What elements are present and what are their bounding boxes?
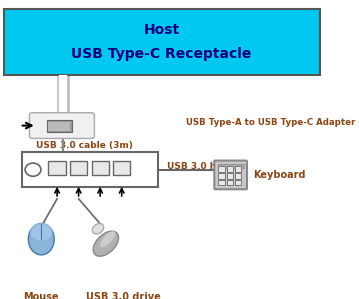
Ellipse shape (92, 223, 104, 234)
Bar (218, 173, 225, 179)
Bar (113, 161, 130, 175)
Ellipse shape (28, 224, 54, 255)
Bar (227, 166, 233, 172)
Bar (227, 180, 233, 185)
Bar (22, 152, 158, 187)
Bar (4, 9, 320, 75)
Bar (227, 173, 233, 179)
Bar (70, 161, 87, 175)
FancyBboxPatch shape (29, 113, 94, 138)
Bar (218, 166, 225, 172)
Bar (235, 173, 241, 179)
Text: Mouse: Mouse (23, 292, 59, 299)
Bar (235, 180, 241, 185)
Text: USB 3.0 drive: USB 3.0 drive (87, 292, 161, 299)
Bar (235, 166, 241, 172)
Bar (218, 164, 244, 168)
Bar (47, 120, 72, 132)
Ellipse shape (30, 223, 52, 240)
Bar (48, 121, 70, 131)
Text: USB Type-C Receptacle: USB Type-C Receptacle (71, 47, 252, 61)
Bar (48, 161, 66, 175)
Text: USB Type-A to USB Type-C Adapter: USB Type-A to USB Type-C Adapter (186, 118, 355, 127)
Ellipse shape (100, 231, 115, 248)
Text: Host: Host (144, 23, 180, 37)
Text: USB 3.0 cable (3m): USB 3.0 cable (3m) (36, 141, 133, 150)
Circle shape (25, 163, 41, 176)
Ellipse shape (93, 231, 118, 256)
Bar (218, 180, 225, 185)
Bar (92, 161, 109, 175)
FancyBboxPatch shape (214, 161, 247, 189)
Text: Keyboard: Keyboard (253, 170, 306, 180)
Text: USB 3.0 hub: USB 3.0 hub (167, 162, 229, 171)
